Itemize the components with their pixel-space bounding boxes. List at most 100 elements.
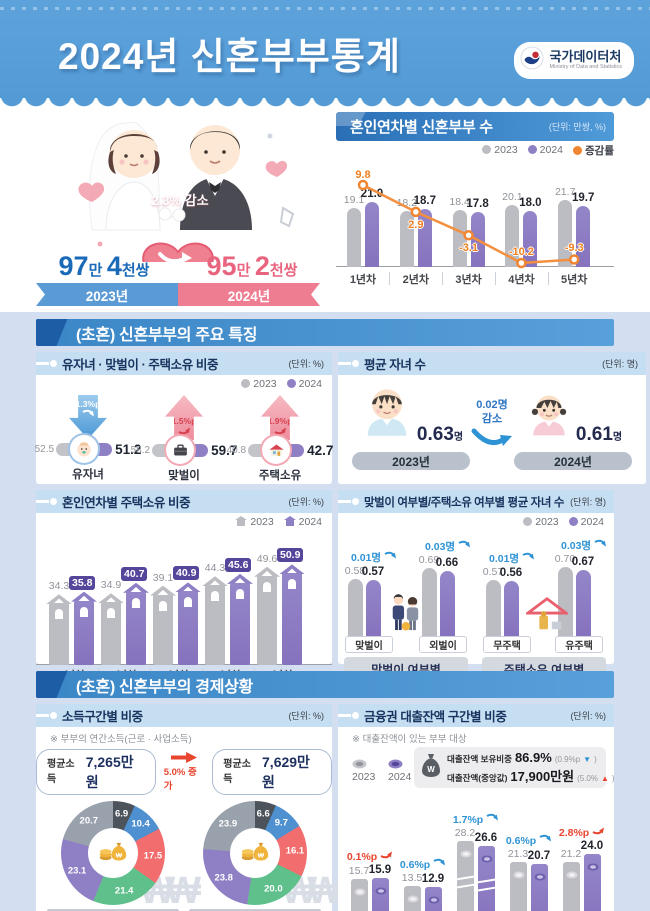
subheader-decoration [36, 360, 62, 367]
home-icon [523, 594, 571, 639]
house-bar-2023 [101, 602, 121, 665]
loan-value: 12.9 [421, 873, 445, 886]
pair-value: 0.69 [418, 554, 440, 566]
slice-value: 20.0 [264, 883, 283, 895]
agency-emblem-icon [520, 46, 544, 75]
svg-text:₩: ₩ [116, 852, 123, 859]
loan-bar-2023 [351, 878, 368, 911]
up-arrow: 1.5%p [165, 395, 203, 440]
value-2024-badge: 40.7 [121, 566, 148, 581]
avg-income-2024: 평균소득 7,629만원 [212, 749, 333, 795]
value-2023: 39.1 [152, 571, 174, 584]
loan-value: 15.7 [348, 864, 370, 877]
pair-change: 0.01명 [482, 551, 542, 566]
children-by-type-card: 맞벌이 여부별/주택소유 여부별 평균 자녀 수 (단위: 명) 2023 20… [338, 490, 614, 681]
marriage-year-chart: 19.1 21.0 1년차 18.2 18.7 2년차 18.4 17.8 3년차 20.1 18.… [336, 161, 614, 287]
pair-label: 맞벌이 [345, 636, 393, 653]
slice-value: 9.7 [274, 817, 288, 829]
value-2023: 49.6 [256, 552, 278, 565]
feature-label: 주택소유 [258, 470, 302, 482]
page-header: 2024년 신혼부부통계 국가데이터처 Ministry of Data and… [0, 0, 650, 98]
children-change: 0.02명 감소 [470, 399, 514, 453]
avg-children-chart: 0.63명 2023년 0.02명 감소 0.61명 2024년 [338, 375, 646, 470]
pair-value: 0.57 [482, 566, 504, 578]
value-2023: 18.4 [449, 195, 470, 208]
income-change: 5.0% 증가 [164, 752, 205, 792]
money-icon: ₩ [98, 840, 128, 867]
house-bar-2024 [230, 582, 250, 665]
agency-logo: 국가데이터처 Ministry of Data and Statistics [513, 42, 634, 79]
panel-title: 혼인연차별 신혼부부 수 [350, 119, 493, 136]
house-bar-2023 [153, 594, 173, 665]
feature-item: 1.9%p 40.8 42.7 주택소유 [227, 395, 333, 483]
pair-value: 0.66 [435, 557, 459, 569]
right-arrow-icon [171, 752, 197, 763]
coin-icon [407, 890, 419, 908]
income-donut-2024: 6.6 9.7 16.1 20.0 23.8 23.9 ₩ [203, 801, 307, 905]
value-2024-badge: 40.9 [173, 566, 200, 581]
ribbon-2023: 2023년 [36, 283, 178, 306]
loan-value: 21.3 [507, 848, 529, 861]
coin-icon [534, 868, 546, 886]
feature-label: 맞벌이 [168, 470, 200, 482]
panel-title-bar: 혼인연차별 신혼부부 수 (단위: 만쌍, %) [336, 112, 614, 141]
bar-2023 [452, 209, 467, 267]
slice-value: 17.5 [143, 850, 163, 862]
money-bag-icon: W [421, 752, 441, 783]
pair-value: 0.56 [499, 567, 523, 579]
child-2023: 0.63명 2023년 [352, 385, 470, 470]
pair-label: 유주택 [555, 636, 603, 653]
slice-value: 21.4 [114, 885, 134, 897]
slice-value: 23.8 [214, 872, 233, 884]
pair-value: 0.67 [571, 556, 595, 568]
year-pill-2023: 2023년 [352, 452, 470, 470]
loan-bar-2023 [510, 862, 527, 911]
bar-2024 [576, 205, 591, 267]
card-subheader: 금융권 대출잔액 구간별 비중 (단위: %) [338, 704, 614, 727]
pair-bar-2023 [486, 580, 501, 637]
donut-center: ₩ [230, 828, 280, 878]
pair-bar-2023 [558, 567, 573, 637]
coin-icon [513, 866, 525, 884]
avg-children-card: 평균 자녀 수 (단위: 명) 0.63명 2023년 0.02명 감소 [338, 352, 646, 484]
loan-change: 0.1%p [345, 850, 395, 863]
subheader-decoration [338, 498, 364, 505]
rate-value: -10.2 [508, 246, 534, 258]
loan-bar-2024 [584, 854, 601, 911]
subheader-decoration [338, 712, 364, 719]
value-2024: 17.8 [466, 197, 489, 210]
rate-value: 2.9 [408, 218, 424, 231]
donut-2023: ₩₩ 6.910.417.521.423.120.7₩ 2023년 [47, 801, 201, 911]
slice-value: 20.7 [79, 815, 99, 827]
cards-row-3: 소득구간별 비중 (단위: %) ※ 부부의 연간소득(근로 · 사업소득) 평… [0, 698, 650, 911]
rate-value: -3.1 [459, 242, 479, 255]
section-features: (초혼) 신혼부부의 주요 특징 [36, 319, 614, 346]
value-2024: 18.0 [519, 197, 542, 210]
house-bar-2024 [282, 573, 302, 665]
pair-value: 0.58 [344, 565, 366, 577]
average-income-row: 평균소득 7,265만원 5.0% 증가 평균소득 7,629만원 [36, 749, 333, 795]
axis-break [454, 875, 477, 889]
donut-2024: ₩₩ 6.69.716.120.023.823.9₩ 2024년 [189, 801, 343, 911]
slice-value: 23.1 [67, 865, 87, 877]
bar-2024 [417, 209, 432, 267]
card-subheader: 평균 자녀 수 (단위: 명) [338, 352, 646, 375]
count-2024: 95만 2천쌍 [206, 251, 298, 281]
value-2024-badge: 35.8 [69, 575, 96, 590]
category-label: 4년차 [508, 274, 535, 286]
card-subheader: 혼인연차별 주택소유 비중 (단위: %) [36, 490, 332, 513]
loan-change: 2.8%p [557, 826, 607, 839]
house-ownership-chart: 34.335.81년차34.940.72년차39.140.93년차44.345.… [36, 531, 332, 683]
pairs-legend: 2023 2024 [338, 513, 614, 531]
category-label: 3년차 [455, 274, 482, 286]
cards-row-2: 혼인연차별 주택소유 비중 (단위: %) 2023 2024 34.3 35.8… [0, 484, 650, 682]
loan-change: 0.6%p [398, 858, 448, 871]
category-label: 2년차 [402, 274, 429, 286]
feature-legend: 2023 2024 [36, 375, 332, 393]
loan-bar-2024 [425, 887, 442, 911]
marriage-legend: 2023 2024 증감률 [336, 141, 614, 159]
svg-text:₩: ₩ [258, 852, 265, 859]
pair-label: 무주택 [483, 636, 531, 653]
pair-bar-2024 [366, 580, 381, 637]
pair-value: 0.70 [554, 553, 576, 565]
